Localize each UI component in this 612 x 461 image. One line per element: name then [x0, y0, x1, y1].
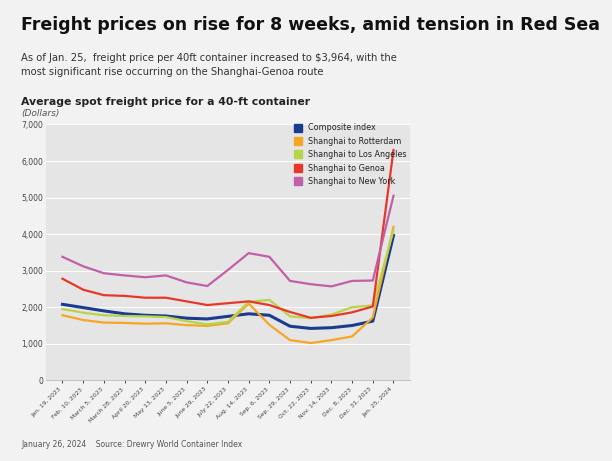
- Legend: Composite index, Shanghai to Rotterdam, Shanghai to Los Angeles, Shanghai to Gen: Composite index, Shanghai to Rotterdam, …: [293, 124, 406, 186]
- Text: As of Jan. 25,  freight price per 40ft container increased to $3,964, with the: As of Jan. 25, freight price per 40ft co…: [21, 53, 397, 63]
- Text: Average spot freight price for a 40-ft container: Average spot freight price for a 40-ft c…: [21, 97, 310, 107]
- Text: most significant rise occurring on the Shanghai-Genoa route: most significant rise occurring on the S…: [21, 67, 324, 77]
- Text: (Dollars): (Dollars): [21, 109, 60, 118]
- Text: Freight prices on rise for 8 weeks, amid tension in Red Sea: Freight prices on rise for 8 weeks, amid…: [21, 16, 600, 34]
- Text: January 26, 2024    Source: Drewry World Container Index: January 26, 2024 Source: Drewry World Co…: [21, 440, 242, 449]
